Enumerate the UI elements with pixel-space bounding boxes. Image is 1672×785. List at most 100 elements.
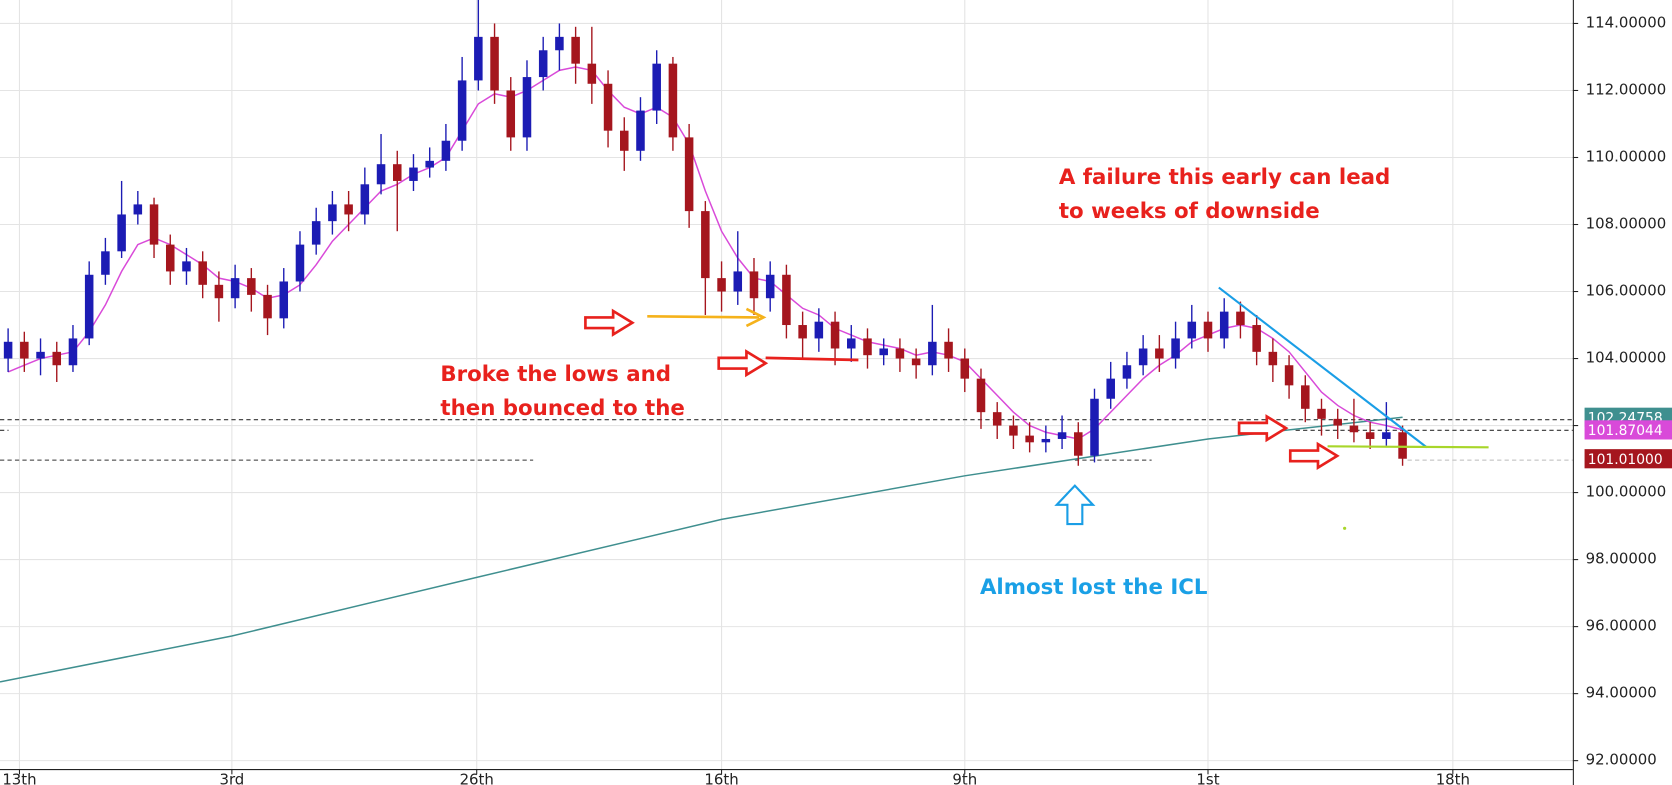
candle-body xyxy=(68,338,78,366)
y-tick-label: 104.00000 xyxy=(1586,349,1667,367)
candle-body xyxy=(20,341,29,359)
candle-body xyxy=(1365,432,1375,439)
x-tick-label: 16th xyxy=(704,771,738,785)
candle-body xyxy=(1122,365,1132,379)
candles xyxy=(3,0,1407,466)
candle-body xyxy=(976,378,986,413)
candle-body xyxy=(1074,432,1083,456)
moving-averages xyxy=(0,66,1403,683)
candle-body xyxy=(555,36,564,51)
candle-body xyxy=(198,261,207,285)
candle-body xyxy=(1009,425,1018,436)
candle-body xyxy=(538,50,548,78)
candle-body xyxy=(165,244,175,272)
candle-body xyxy=(1041,438,1051,443)
y-tick-label: 114.00000 xyxy=(1586,13,1667,31)
candle-body xyxy=(1090,398,1099,456)
candle-body xyxy=(830,321,840,349)
candle-body xyxy=(1219,311,1229,339)
candle-body xyxy=(928,341,937,366)
candle-body xyxy=(782,274,791,326)
candle-body xyxy=(441,140,451,161)
candle-body xyxy=(587,63,597,84)
y-tick-label: 94.00000 xyxy=(1586,684,1657,702)
candle-body xyxy=(1333,418,1342,426)
candle-body xyxy=(376,164,386,185)
candle-body xyxy=(1171,338,1180,359)
candle-body xyxy=(571,36,580,64)
candle-body xyxy=(1187,321,1197,339)
candle-body xyxy=(847,338,856,349)
candle-body xyxy=(1301,385,1310,409)
annotation: Almost lost the ICL xyxy=(980,575,1208,600)
candle-body xyxy=(603,83,613,131)
candle-body xyxy=(1025,435,1034,443)
candle-body xyxy=(814,321,824,339)
candle-body xyxy=(960,358,970,379)
price-tag-label: 101.01000 xyxy=(1588,452,1663,468)
candle-body xyxy=(36,351,45,359)
candle-body xyxy=(3,341,13,359)
y-tick-label: 110.00000 xyxy=(1586,147,1667,165)
candle-body xyxy=(522,77,532,138)
reference-lines xyxy=(0,419,1573,461)
candle-body xyxy=(684,137,694,212)
support-line xyxy=(1327,445,1489,449)
candle-body xyxy=(425,160,434,168)
candle-body xyxy=(263,294,272,319)
candle-body xyxy=(474,36,483,81)
x-tick-label: 1st xyxy=(1196,771,1219,785)
candle-body xyxy=(1268,351,1278,366)
candle-body xyxy=(863,338,872,356)
ma-line xyxy=(0,416,1403,683)
candle-body xyxy=(765,274,775,299)
candle-body xyxy=(149,204,159,245)
candle-body xyxy=(1349,425,1359,433)
candle-body xyxy=(620,130,629,151)
hollow-arrow xyxy=(584,308,635,337)
candle-body xyxy=(798,325,807,339)
candle-body xyxy=(457,80,467,141)
arrow-head xyxy=(745,307,767,328)
candle-body xyxy=(295,244,305,282)
annotation: then bounced to the xyxy=(440,396,684,421)
annotations: A failure this early can lead to weeks o… xyxy=(440,165,1390,600)
dot xyxy=(1343,526,1347,530)
candle-body xyxy=(652,63,661,111)
annotation: Broke the lows and xyxy=(440,362,671,387)
x-tick-label: 18th xyxy=(1436,771,1470,785)
candle-body xyxy=(1236,311,1245,326)
price-tag-label: 101.87044 xyxy=(1588,423,1663,439)
candle-body xyxy=(717,278,726,292)
annotation: A failure this early can lead xyxy=(1059,165,1390,190)
candle-body xyxy=(490,36,499,91)
candle-body xyxy=(1317,408,1326,419)
candle-body xyxy=(360,184,370,215)
price-tag xyxy=(1584,420,1672,440)
candle-body xyxy=(668,63,678,138)
candle-body xyxy=(230,278,240,299)
hollow-arrow xyxy=(1237,414,1289,443)
drawings xyxy=(584,286,1489,530)
candle-body xyxy=(1398,432,1407,459)
arrow-line xyxy=(647,315,760,319)
candle-body xyxy=(992,412,1002,426)
trendline xyxy=(1218,286,1428,449)
annotation: to weeks of downside xyxy=(1059,199,1320,224)
candle-body xyxy=(1155,348,1164,359)
y-tick-label: 112.00000 xyxy=(1586,80,1667,98)
candle-body xyxy=(182,261,191,272)
candle-body xyxy=(133,204,143,215)
candle-body xyxy=(749,271,759,299)
candle-body xyxy=(506,90,516,138)
candle-body xyxy=(1057,432,1067,439)
candle-body xyxy=(1382,432,1391,439)
candle-body xyxy=(214,284,224,299)
x-tick-label: 9th xyxy=(952,771,977,785)
y-tick-label: 108.00000 xyxy=(1586,215,1667,233)
candle-body xyxy=(344,204,353,215)
